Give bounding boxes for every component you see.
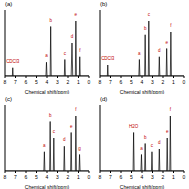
svg-text:5: 5: [130, 79, 133, 85]
svg-text:6: 6: [120, 79, 123, 85]
svg-text:H2O: H2O: [129, 124, 139, 129]
svg-text:CDCl3: CDCl3: [8, 59, 20, 64]
svg-text:3: 3: [151, 174, 154, 180]
svg-text:8: 8: [99, 79, 102, 85]
svg-text:f: f: [79, 48, 81, 53]
svg-text:1: 1: [77, 174, 80, 180]
svg-text:b: b: [144, 26, 147, 31]
svg-text:5: 5: [35, 79, 38, 85]
svg-text:1: 1: [77, 79, 80, 85]
svg-text:e: e: [166, 129, 169, 134]
svg-text:f: f: [170, 23, 172, 28]
svg-text:c: c: [64, 51, 67, 56]
svg-text:CDCl3: CDCl3: [101, 56, 115, 61]
svg-text:c: c: [148, 12, 151, 17]
svg-text:5: 5: [130, 174, 133, 180]
svg-text:7: 7: [14, 79, 17, 85]
svg-text:e: e: [165, 40, 168, 45]
svg-text:4: 4: [46, 174, 49, 180]
svg-text:7: 7: [109, 174, 112, 180]
svg-text:0: 0: [88, 174, 91, 180]
svg-text:c: c: [53, 129, 56, 134]
svg-text:2: 2: [67, 79, 70, 85]
svg-text:8: 8: [99, 174, 102, 180]
svg-text:6: 6: [25, 79, 28, 85]
svg-text:b: b: [144, 135, 147, 140]
svg-text:a: a: [140, 146, 143, 151]
html-text:(d): (d): [100, 96, 108, 102]
svg-text:5: 5: [35, 174, 38, 180]
html-text:(a): (a): [5, 1, 13, 7]
svg-text:d: d: [63, 137, 66, 142]
svg-text:6: 6: [25, 174, 28, 180]
html-text:(b): (b): [100, 1, 108, 7]
html-text:(c): (c): [5, 96, 12, 102]
svg-text:a: a: [138, 51, 141, 56]
svg-text:2: 2: [67, 174, 70, 180]
svg-text:1: 1: [172, 79, 175, 85]
svg-text:c: c: [151, 143, 154, 148]
svg-text:e: e: [75, 12, 78, 17]
svg-text:e: e: [70, 124, 73, 129]
svg-text:b: b: [49, 113, 52, 118]
svg-text:2: 2: [162, 79, 165, 85]
svg-text:Chemical shift(ppm): Chemical shift(ppm): [120, 184, 165, 189]
svg-text:Chemical shift(ppm): Chemical shift(ppm): [25, 184, 70, 189]
svg-text:3: 3: [56, 79, 59, 85]
svg-text:d: d: [158, 48, 161, 53]
svg-text:4: 4: [141, 79, 144, 85]
svg-text:4: 4: [46, 79, 49, 85]
svg-text:f: f: [170, 107, 172, 112]
svg-text:d: d: [158, 140, 161, 145]
svg-text:d: d: [71, 34, 74, 39]
svg-text:3: 3: [56, 174, 59, 180]
svg-text:7: 7: [109, 79, 112, 85]
svg-text:6: 6: [120, 174, 123, 180]
svg-text:Chemical shift(ppm): Chemical shift(ppm): [25, 89, 70, 94]
svg-text:3: 3: [151, 79, 154, 85]
svg-text:g: g: [78, 146, 81, 151]
svg-text:2: 2: [162, 174, 165, 180]
svg-text:0: 0: [88, 79, 91, 85]
svg-text:b: b: [49, 18, 52, 23]
svg-text:1: 1: [172, 174, 175, 180]
svg-text:7: 7: [14, 174, 17, 180]
svg-text:4: 4: [141, 174, 144, 180]
svg-text:a: a: [43, 143, 46, 148]
svg-text:a: a: [45, 53, 48, 58]
svg-text:Chemical shift(ppm): Chemical shift(ppm): [120, 89, 165, 94]
svg-text:f: f: [75, 107, 77, 112]
